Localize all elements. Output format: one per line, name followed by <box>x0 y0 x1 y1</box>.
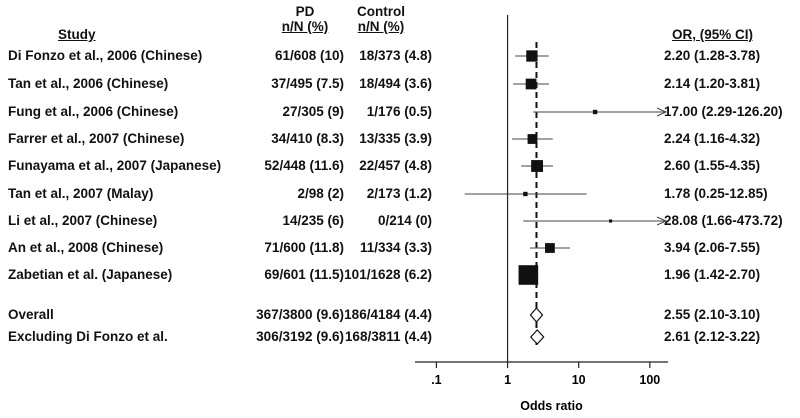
study-name: An et al., 2008 (Chinese) <box>8 240 164 255</box>
pd-header: PD n/N (%) <box>268 4 342 34</box>
or-ci-value: 2.60 (1.55-4.35) <box>664 158 761 173</box>
x-tick-label: .1 <box>431 373 441 387</box>
x-tick-label: 1 <box>504 373 511 387</box>
study-name: Funayama et al., 2007 (Japanese) <box>8 158 222 173</box>
control-value: 101/1628 (6.2) <box>344 267 432 282</box>
x-axis-ticks: .1 1 10 100 <box>431 362 660 387</box>
pd-value: 52/448 (11.6) <box>264 158 344 173</box>
or-ci-value: 2.20 (1.28-3.78) <box>664 48 761 63</box>
control-header-sub: n/N (%) <box>357 19 405 34</box>
study-estimate-square <box>523 191 528 197</box>
pd-value: 34/410 (8.3) <box>271 131 344 146</box>
or-ci-value: 2.24 (1.16-4.32) <box>664 131 761 146</box>
study-name: Zabetian et al. (Japanese) <box>8 267 173 282</box>
ci-arrow-head <box>656 107 668 117</box>
study-name: Excluding Di Fonzo et al. <box>8 329 168 344</box>
study-name: Farrer et al., 2007 (Chinese) <box>8 131 185 146</box>
pd-value: 367/3800 (9.6) <box>256 307 344 322</box>
pooled-estimate-diamond <box>529 329 545 345</box>
study-estimate-square <box>545 243 555 253</box>
control-value: 186/4184 (4.4) <box>344 307 432 322</box>
pooled-estimate-diamond <box>529 307 544 323</box>
control-value: 1/176 (0.5) <box>366 104 432 119</box>
or-ci-value: 2.55 (2.10-3.10) <box>664 307 761 322</box>
x-tick-label: 100 <box>639 373 660 387</box>
pd-value: 37/495 (7.5) <box>271 76 344 91</box>
forest-marks <box>464 50 668 345</box>
pd-value: 61/608 (10) <box>274 48 344 63</box>
pd-value: 14/235 (6) <box>282 213 344 228</box>
control-value: 22/457 (4.8) <box>359 158 432 173</box>
control-value: 18/494 (3.6) <box>359 76 432 91</box>
study-name: Di Fonzo et al., 2006 (Chinese) <box>8 48 203 63</box>
x-tick-label: 10 <box>572 373 586 387</box>
control-value: 0/214 (0) <box>377 213 432 228</box>
or-ci-value: 1.78 (0.25-12.85) <box>664 186 768 201</box>
study-name: Fung et al., 2006 (Chinese) <box>8 104 179 119</box>
study-estimate-square <box>609 219 613 223</box>
study-name: Tan et al., 2006 (Chinese) <box>8 76 169 91</box>
control-header-title: Control <box>357 4 405 19</box>
or-ci-value: 2.14 (1.20-3.81) <box>664 76 761 91</box>
study-estimate-square <box>526 50 538 62</box>
or-ci-value: 17.00 (2.29-126.20) <box>664 104 783 119</box>
or-header: OR, (95% CI) <box>672 27 754 42</box>
ci-arrow-head <box>656 216 668 226</box>
study-estimate-square <box>518 265 539 285</box>
pd-value: 69/601 (11.5) <box>264 267 344 282</box>
control-header: Control n/N (%) <box>346 4 416 34</box>
study-header: Study <box>58 27 96 42</box>
study-estimate-square <box>531 160 544 172</box>
control-value: 13/335 (3.9) <box>359 131 432 146</box>
study-name: Overall <box>8 307 54 322</box>
study-name: Li et al., 2007 (Chinese) <box>8 213 158 228</box>
pd-value: 71/600 (11.8) <box>264 240 344 255</box>
x-axis-label: Odds ratio <box>520 399 583 413</box>
pd-value: 306/3192 (9.6) <box>256 329 344 344</box>
or-ci-value: 1.96 (1.42-2.70) <box>664 267 761 282</box>
pd-value: 27/305 (9) <box>282 104 344 119</box>
study-estimate-square <box>592 109 598 115</box>
control-value: 168/3811 (4.4) <box>344 329 432 344</box>
study-estimate-square <box>525 78 537 90</box>
pd-header-title: PD <box>295 4 315 19</box>
control-value: 18/373 (4.8) <box>359 48 432 63</box>
pd-value: 2/98 (2) <box>297 186 344 201</box>
study-estimate-square <box>527 134 538 144</box>
or-ci-value: 3.94 (2.06-7.55) <box>664 240 761 255</box>
control-value: 2/173 (1.2) <box>366 186 432 201</box>
or-ci-value: 2.61 (2.12-3.22) <box>664 329 761 344</box>
or-ci-value: 28.08 (1.66-473.72) <box>664 213 783 228</box>
control-value: 11/334 (3.3) <box>359 240 432 255</box>
pd-header-sub: n/N (%) <box>281 19 329 34</box>
study-name: Tan et al., 2007 (Malay) <box>8 186 154 201</box>
